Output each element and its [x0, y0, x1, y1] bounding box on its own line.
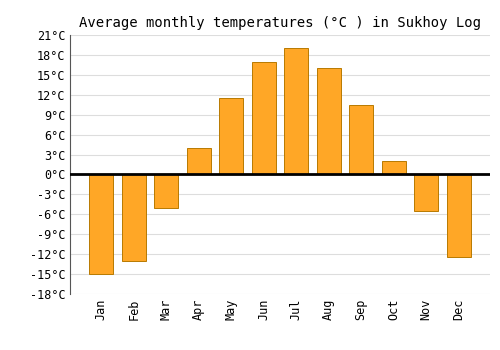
Bar: [186, 148, 211, 174]
Bar: [414, 174, 438, 211]
Bar: [122, 174, 146, 261]
Bar: [89, 174, 114, 274]
Bar: [219, 98, 244, 174]
Bar: [382, 161, 406, 174]
Bar: [316, 68, 341, 174]
Bar: [349, 105, 374, 174]
Title: Average monthly temperatures (°C ) in Sukhoy Log: Average monthly temperatures (°C ) in Su…: [79, 16, 481, 30]
Bar: [284, 48, 308, 174]
Bar: [446, 174, 471, 258]
Bar: [252, 62, 276, 174]
Bar: [154, 174, 178, 208]
